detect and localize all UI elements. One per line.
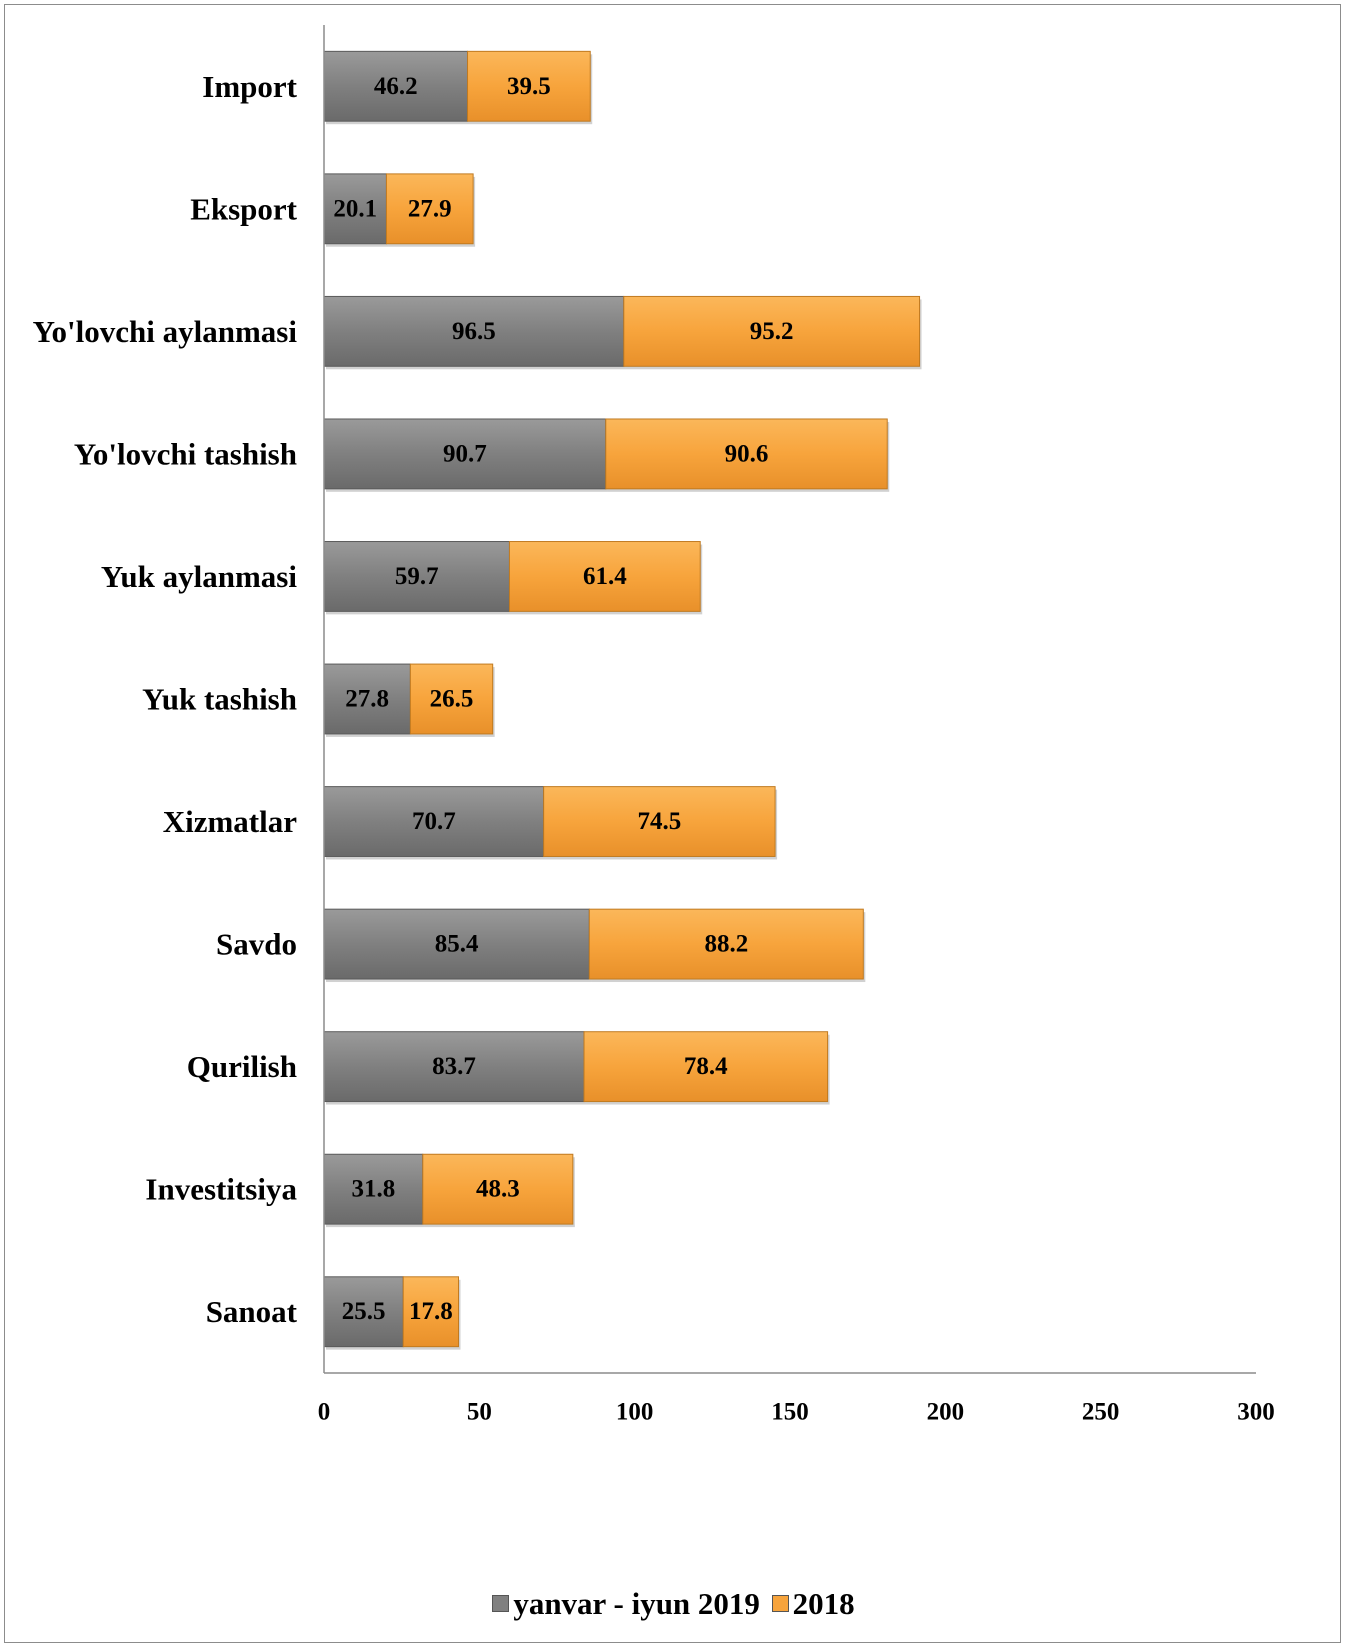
bar-segment <box>623 295 921 367</box>
x-tick-label: 0 <box>318 1399 331 1426</box>
category-label: Eksport <box>190 191 297 226</box>
category-label: Savdo <box>216 927 297 962</box>
bar-segment <box>323 1276 404 1348</box>
bar-segment <box>323 1153 424 1225</box>
data-label: 96.5 <box>452 318 496 345</box>
bar-segment <box>588 908 864 980</box>
legend-swatch-orange-icon <box>771 1595 789 1612</box>
data-label: 95.2 <box>750 318 794 345</box>
bars-layer <box>323 50 922 1350</box>
data-label: 31.8 <box>352 1176 396 1203</box>
bar-segment <box>583 1031 829 1103</box>
labels-layer: Import 46.2 39.5 Eksport 20.1 27.9 Yo'lovchi a… <box>33 69 1275 1426</box>
category-label: Yo'lovchi tashish <box>74 436 297 471</box>
chart-frame <box>4 4 1341 1643</box>
legend-label-series-2: 2018 <box>792 1585 855 1621</box>
data-label: 83.7 <box>432 1053 476 1080</box>
legend-label-series-1: yanvar - iyun 2019 <box>513 1585 760 1621</box>
bar-segment <box>467 50 591 122</box>
data-label: 39.5 <box>507 73 551 100</box>
bar-segment <box>543 786 776 857</box>
bar-segment <box>323 786 545 857</box>
category-label: Investitsiya <box>145 1172 297 1207</box>
data-label: 27.8 <box>345 686 389 713</box>
bar-segment <box>323 295 625 367</box>
data-label: 27.9 <box>408 195 452 222</box>
category-label: Xizmatlar <box>163 804 298 839</box>
bar-segment <box>323 663 411 735</box>
data-label: 46.2 <box>374 73 418 100</box>
legend-swatch-gray-icon <box>492 1595 510 1612</box>
data-label: 85.4 <box>435 931 479 958</box>
data-label: 78.4 <box>684 1053 728 1080</box>
data-label: 88.2 <box>704 931 748 958</box>
category-label: Yo'lovchi aylanmasi <box>33 314 298 349</box>
x-tick-label: 200 <box>927 1399 965 1426</box>
data-label: 25.5 <box>342 1298 386 1325</box>
category-label: Qurilish <box>187 1049 297 1084</box>
x-tick-label: 250 <box>1082 1399 1120 1426</box>
legend: yanvar - iyun 2019 2018 <box>0 1584 1347 1622</box>
axis-layer <box>323 25 1256 1374</box>
bar-segment <box>323 173 387 245</box>
bar-segment <box>508 541 701 612</box>
legend-item-series-1: yanvar - iyun 2019 <box>492 1586 760 1622</box>
x-tick-label: 100 <box>616 1399 654 1426</box>
data-label: 74.5 <box>637 808 681 835</box>
bar-segment <box>323 908 590 980</box>
bar-segment <box>422 1153 574 1225</box>
legend-item-series-2: 2018 <box>771 1585 855 1622</box>
data-label: 20.1 <box>333 195 377 222</box>
category-label: Yuk aylanmasi <box>101 559 298 594</box>
data-label: 90.6 <box>725 440 769 467</box>
data-label: 61.4 <box>583 563 627 590</box>
bar-segment <box>385 173 474 245</box>
data-label: 59.7 <box>395 563 439 590</box>
bar-segment <box>323 418 607 490</box>
x-tick-label: 300 <box>1237 1399 1275 1426</box>
data-label: 48.3 <box>476 1176 520 1203</box>
bar-segment <box>402 1276 460 1348</box>
data-label: 70.7 <box>412 808 456 835</box>
x-tick-label: 50 <box>467 1399 492 1426</box>
bar-segment <box>605 418 888 490</box>
bar-segment <box>323 541 510 612</box>
x-tick-label: 150 <box>771 1399 809 1426</box>
category-label: Yuk tashish <box>142 682 297 717</box>
data-label: 90.7 <box>443 440 487 467</box>
bar-segment <box>323 1031 585 1103</box>
category-label: Import <box>202 69 297 104</box>
category-label: Sanoat <box>206 1294 298 1329</box>
bar-segment <box>323 50 469 122</box>
data-label: 17.8 <box>409 1298 453 1325</box>
data-label: 26.5 <box>430 686 474 713</box>
bar-segment <box>409 663 494 735</box>
